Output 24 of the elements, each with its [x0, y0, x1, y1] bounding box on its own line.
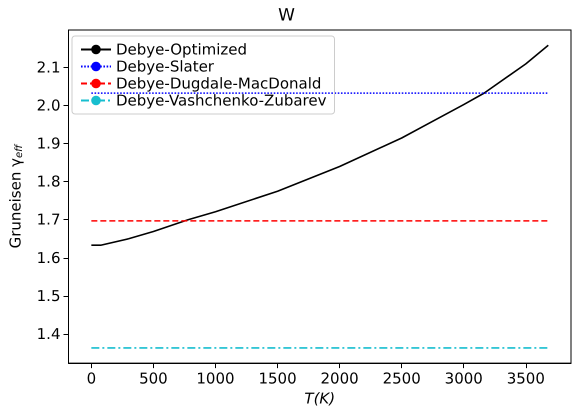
y-tick-label: 2.1	[36, 58, 60, 77]
x-tick-label: 2000	[320, 370, 359, 388]
x-tick-label: 2500	[382, 370, 421, 388]
legend-label: Debye-Slater	[116, 58, 215, 76]
y-axis-title: Gruneisen γeff	[6, 142, 25, 248]
chart-title: W	[278, 6, 296, 26]
x-tick-label: 0	[86, 370, 96, 388]
y-tick-label: 1.7	[36, 210, 60, 229]
y-tick-label: 1.4	[36, 324, 60, 343]
x-axis-title: T(K)	[304, 390, 336, 408]
x-tick-label: 500	[139, 370, 168, 388]
legend-label: Debye-Dugdale-MacDonald	[116, 74, 322, 92]
legend-label: Debye-Optimized	[116, 40, 248, 58]
x-tick-label: 3500	[506, 370, 545, 388]
x-tick-label: 3000	[444, 370, 483, 388]
legend-label: Debye-Vashchenko-Zubarev	[116, 92, 327, 110]
x-tick-label: 1000	[196, 370, 235, 388]
x-tick-label: 1500	[258, 370, 297, 388]
y-tick-label: 1.9	[36, 134, 60, 153]
y-tick-label: 1.6	[36, 248, 60, 267]
y-tick-label: 2.0	[36, 96, 60, 115]
y-tick-label: 1.8	[36, 172, 60, 191]
line-series	[90, 44, 550, 246]
y-tick-label: 1.5	[36, 286, 60, 305]
